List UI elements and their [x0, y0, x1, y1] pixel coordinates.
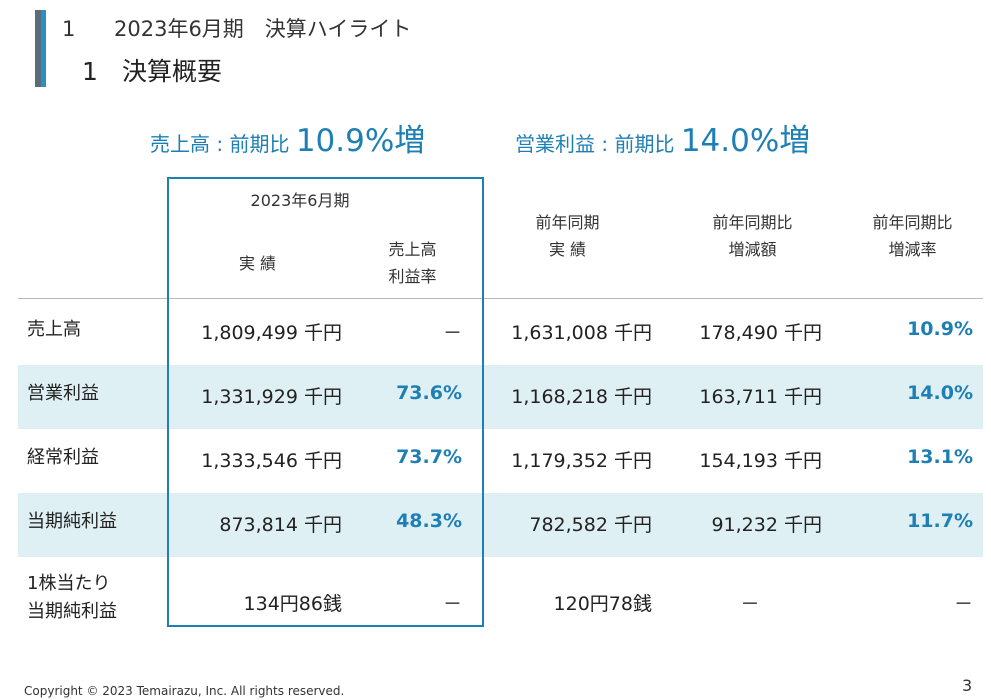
cell-ordinary-actual: 1,333,546 千円 — [201, 450, 342, 472]
row-label-ordinary: 経常利益 — [27, 447, 99, 468]
highlight-operating-value: 14.0%増 — [680, 123, 811, 159]
table-header-divider — [18, 298, 983, 299]
header-actual: 実 績 — [238, 254, 277, 273]
row-label-eps: 1株当たり 当期純利益 — [27, 570, 117, 626]
cell-sales-actual: 1,809,499 千円 — [201, 322, 342, 344]
copyright-footer: Copyright © 2023 Temairazu, Inc. All rig… — [24, 684, 345, 698]
current-period-highlight-box — [167, 177, 484, 627]
title-accent-bar-highlight — [41, 10, 46, 87]
highlight-sales-label: 売上高 : 前期比 — [150, 132, 296, 156]
cell-ordinary-margin: 73.7% — [396, 446, 462, 468]
cell-operating-rate: 14.0% — [907, 382, 973, 404]
header-margin-line2: 利益率 — [388, 267, 437, 286]
highlight-operating-label: 営業利益 : 前期比 — [515, 132, 681, 156]
page-number: 3 — [962, 676, 973, 695]
row-label-eps-line2: 当期純利益 — [27, 601, 117, 622]
row-label-net: 当期純利益 — [27, 511, 117, 532]
cell-operating-margin: 73.6% — [396, 382, 462, 404]
section-number: 1 — [62, 17, 76, 41]
cell-net-rate: 11.7% — [907, 510, 973, 532]
row-band-operating — [18, 365, 983, 429]
header-prev-line1: 前年同期 — [535, 213, 600, 232]
cell-sales-rate: 10.9% — [907, 318, 973, 340]
header-prev: 前年同期 実 績 — [505, 209, 630, 263]
cell-ordinary-rate: 13.1% — [907, 446, 973, 468]
header-rate: 前年同期比 増減率 — [850, 209, 975, 263]
cell-net-actual: 873,814 千円 — [219, 514, 342, 536]
cell-eps-prev: 120円78銭 — [553, 593, 652, 615]
cell-net-diff: 91,232 千円 — [711, 514, 822, 536]
cell-operating-diff: 163,711 千円 — [699, 386, 822, 408]
cell-sales-diff: 178,490 千円 — [699, 322, 822, 344]
header-period: 2023年6月期 — [250, 191, 350, 210]
highlight-sales-value: 10.9%増 — [295, 123, 426, 159]
highlight-operating-profit: 営業利益 : 前期比 14.0%増 — [515, 115, 810, 160]
cell-net-margin: 48.3% — [396, 510, 462, 532]
section-title: 2023年6月期 決算ハイライト — [114, 17, 412, 41]
cell-eps-margin: － — [442, 593, 462, 615]
row-label-sales: 売上高 — [27, 319, 81, 340]
header-diff: 前年同期比 増減額 — [690, 209, 815, 263]
header-rate-line1: 前年同期比 — [872, 213, 953, 232]
header-margin: 売上高 利益率 — [360, 236, 465, 290]
cell-eps-actual: 134円86銭 — [243, 593, 342, 615]
subsection-number: 1 — [82, 57, 98, 86]
title-accent-bar — [35, 10, 41, 87]
row-label-eps-line1: 1株当たり — [27, 573, 111, 594]
cell-sales-margin: － — [442, 322, 462, 344]
row-band-net — [18, 493, 983, 557]
cell-operating-prev: 1,168,218 千円 — [511, 386, 652, 408]
section-heading: 1 2023年6月期 決算ハイライト — [62, 13, 411, 43]
page-title: 1 決算概要 — [82, 52, 222, 88]
cell-eps-rate: － — [953, 593, 973, 615]
header-margin-line1: 売上高 — [388, 240, 437, 259]
cell-eps-diff: － — [740, 593, 760, 615]
header-diff-line2: 増減額 — [728, 240, 777, 259]
row-label-operating: 営業利益 — [27, 383, 99, 404]
header-rate-line2: 増減率 — [888, 240, 937, 259]
cell-ordinary-diff: 154,193 千円 — [699, 450, 822, 472]
cell-net-prev: 782,582 千円 — [529, 514, 652, 536]
subsection-title: 決算概要 — [122, 57, 223, 86]
header-diff-line1: 前年同期比 — [712, 213, 793, 232]
cell-ordinary-prev: 1,179,352 千円 — [511, 450, 652, 472]
header-prev-line2: 実 績 — [548, 240, 587, 259]
cell-operating-actual: 1,331,929 千円 — [201, 386, 342, 408]
cell-sales-prev: 1,631,008 千円 — [511, 322, 652, 344]
highlight-sales: 売上高 : 前期比 10.9%増 — [150, 115, 425, 160]
